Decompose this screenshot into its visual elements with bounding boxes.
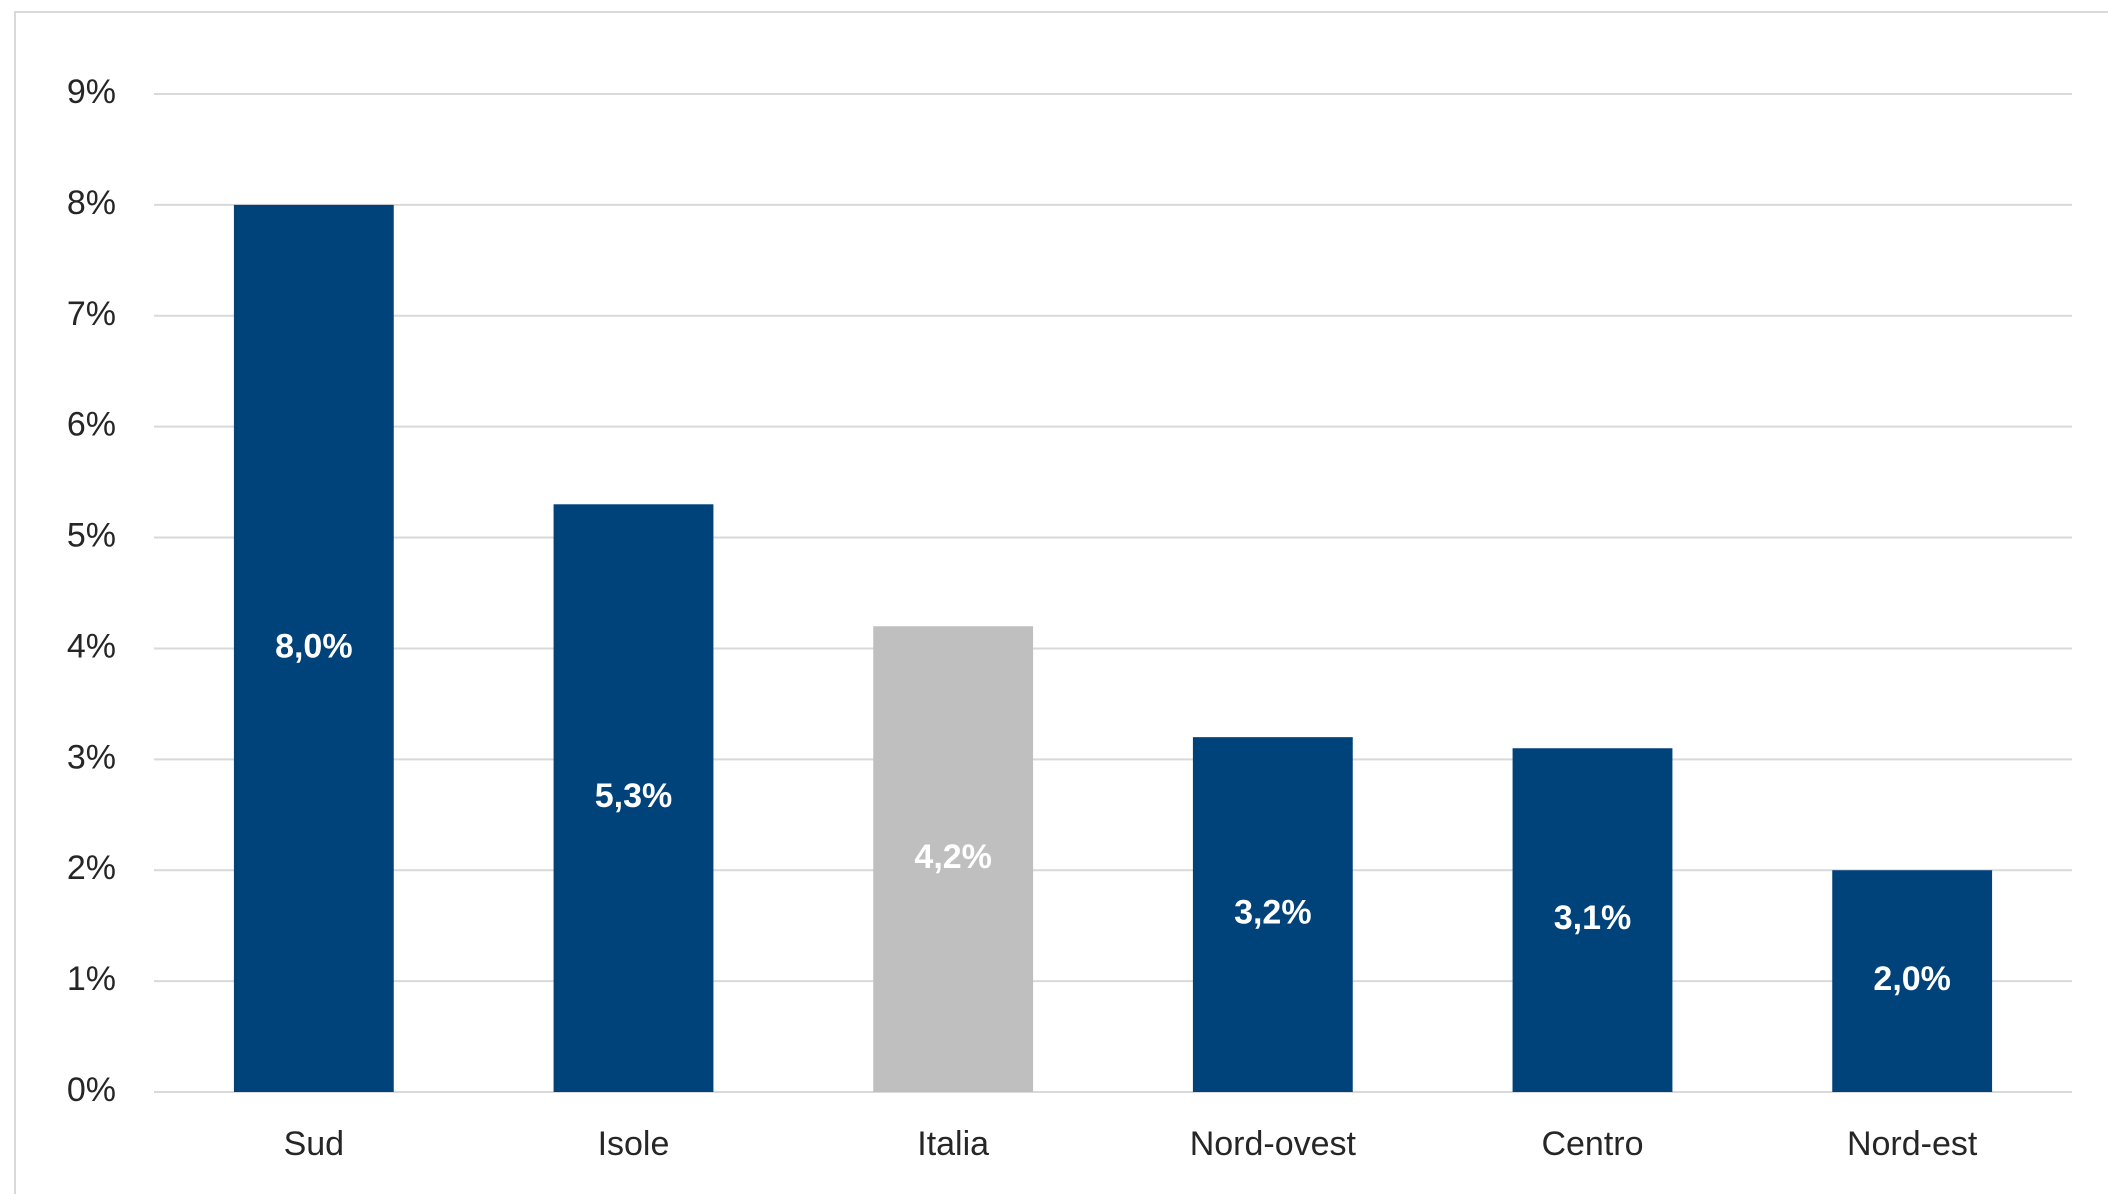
bar (1512, 748, 1673, 1092)
bars (233, 204, 1993, 1092)
y-tick-label: 1% (67, 960, 116, 998)
y-tick-label: 3% (67, 738, 116, 776)
data-label: 2,0% (1873, 960, 1951, 998)
data-labels: 8,0% 5,3% 4,2% 3,2% 3,1% 2,0% (275, 627, 1951, 998)
x-tick-label: Centro (1541, 1125, 1643, 1163)
y-tick-label: 9% (67, 73, 116, 111)
x-tick-label: Isole (598, 1125, 670, 1163)
x-tick-label: Italia (917, 1125, 989, 1163)
data-label: 3,2% (1234, 894, 1312, 932)
x-axis-ticks: Sud Isole Italia Nord-ovest Centro Nord-est (284, 1125, 1978, 1163)
data-label: 8,0% (275, 627, 353, 665)
data-label: 5,3% (595, 777, 673, 815)
bar (553, 504, 714, 1092)
y-tick-label: 5% (67, 517, 116, 555)
chart-frame (14, 11, 2108, 1194)
bar (1832, 870, 1993, 1092)
y-tick-label: 0% (67, 1071, 116, 1109)
bar (233, 204, 394, 1092)
y-tick-label: 7% (67, 295, 116, 333)
bar (1192, 737, 1353, 1092)
data-label: 3,1% (1554, 899, 1632, 937)
y-tick-label: 4% (67, 627, 116, 665)
y-tick-label: 2% (67, 849, 116, 887)
x-tick-label: Sud (284, 1125, 345, 1163)
data-label: 4,2% (914, 838, 992, 876)
gridlines (154, 93, 2072, 1093)
x-tick-label: Nord-est (1847, 1125, 1978, 1163)
y-tick-label: 6% (67, 406, 116, 444)
x-tick-label: Nord-ovest (1190, 1125, 1357, 1163)
y-axis-ticks: 0% 1% 2% 3% 4% 5% 6% 7% 8% 9% (67, 73, 116, 1109)
y-tick-label: 8% (67, 184, 116, 222)
bar (873, 626, 1034, 1092)
